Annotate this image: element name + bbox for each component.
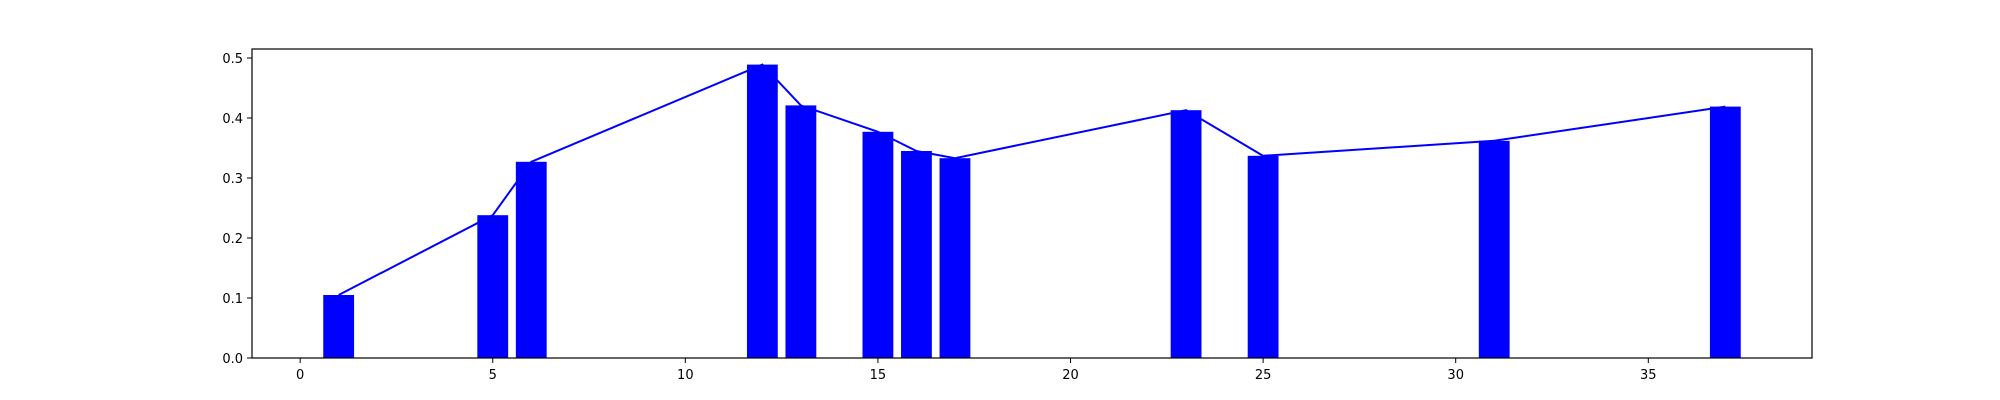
x-tick-label: 10 [677, 368, 694, 383]
bar [1709, 106, 1741, 358]
x-tick-label: 35 [1640, 368, 1657, 383]
x-tick-label: 20 [1062, 368, 1079, 383]
bar [323, 295, 355, 358]
x-tick-label: 15 [870, 368, 887, 383]
y-tick-label: 0.1 [222, 292, 243, 307]
y-tick-label: 0.5 [222, 52, 243, 67]
line-layer [338, 63, 1726, 296]
x-tick-label: 5 [489, 368, 497, 383]
y-tick-label: 0.4 [222, 112, 243, 127]
bar [1170, 110, 1202, 358]
x-tick-label: 0 [296, 368, 304, 383]
bar [515, 161, 547, 358]
series-line [338, 63, 1726, 296]
y-tick-label: 0.3 [222, 172, 243, 187]
bars-layer [323, 64, 1741, 359]
bar [477, 215, 509, 358]
bar [862, 131, 894, 358]
x-tick-label: 30 [1447, 368, 1464, 383]
bar [901, 151, 932, 358]
bar [1478, 140, 1510, 358]
x-tick-label: 25 [1255, 368, 1272, 383]
bar [746, 64, 778, 358]
y-tick-label: 0.2 [222, 232, 243, 247]
bar [939, 158, 971, 358]
bar [1247, 155, 1279, 358]
y-axis: 0.0 0.1 0.2 0.3 0.4 0.5 [222, 52, 252, 367]
x-axis: 0 5 10 15 20 25 30 35 [296, 358, 1657, 383]
bar [785, 105, 817, 359]
y-tick-label: 0.0 [222, 352, 243, 367]
axes-frame [251, 48, 1813, 359]
